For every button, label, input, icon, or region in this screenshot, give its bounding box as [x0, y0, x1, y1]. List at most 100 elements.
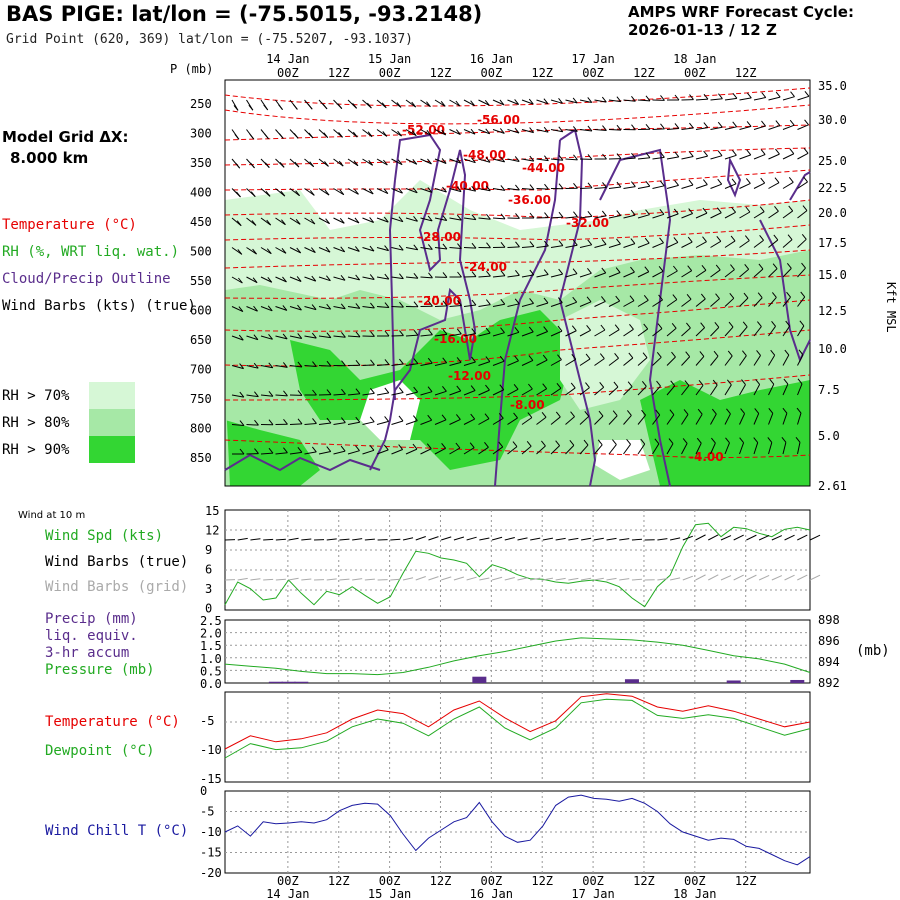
wind-barb [478, 446, 489, 455]
wind-barb-feather [572, 239, 578, 246]
precip-panel: 2.52.01.51.00.50.0 898 896 894 892 [200, 613, 840, 691]
wind-barb-feather [600, 296, 606, 302]
wind-barb [492, 217, 506, 220]
wind-barb-feather [741, 379, 746, 385]
wind-barb-grid [797, 574, 808, 581]
wind-barb [797, 442, 801, 455]
wind-barb-feather [456, 214, 462, 221]
wind-barb [695, 269, 707, 278]
temp-label-48: -48.00 [463, 148, 506, 162]
wind-barb-true [441, 536, 452, 541]
wind-barb-feather [703, 122, 709, 128]
wind-barb-feather [309, 190, 315, 196]
wind-barb [637, 214, 650, 219]
wind-barb [275, 247, 287, 254]
wind-barb [579, 187, 593, 189]
wind-barb [594, 186, 607, 189]
wind-barb-feather [397, 130, 402, 137]
wind-barb-feather [543, 326, 549, 332]
wind-barb-feather [251, 220, 257, 226]
wind-barb-feather [626, 410, 632, 416]
wind-barb [507, 246, 520, 248]
wind-barb-feather [668, 438, 674, 444]
wind-barb [275, 306, 288, 311]
top-hour-label: 12Z [430, 66, 452, 80]
wind-barb [797, 181, 808, 189]
wind-barb-feather [746, 149, 752, 156]
wind-barb-feather [500, 298, 506, 305]
wind-barb [681, 127, 694, 130]
wind-barb [304, 217, 316, 225]
wind-barb-feather [411, 130, 417, 136]
wind-barb-true [352, 538, 363, 541]
wind-barb-true [670, 537, 681, 541]
top-hour-label: 00Z [277, 66, 299, 80]
wind-barb [710, 212, 722, 219]
wind-barb-feather [471, 214, 477, 220]
wind-barb [304, 365, 317, 368]
wind-barb [362, 276, 375, 280]
wind-barb-feather [484, 441, 489, 448]
wind-barb-feather [732, 149, 737, 156]
wind-barb-feather [684, 380, 690, 386]
wind-barb-feather [268, 390, 274, 397]
wind-barb [797, 296, 806, 307]
wind-barb [623, 443, 631, 455]
wind-barb [637, 185, 650, 189]
wind-barb-feather [570, 411, 575, 417]
wind-barb [579, 301, 592, 307]
wind-barb [289, 217, 301, 225]
wind-barb [275, 394, 288, 397]
wind-barb [347, 306, 360, 309]
height-tick: 17.5 [818, 236, 847, 250]
wind-barb-feather [611, 439, 617, 445]
wind-barb-feather [726, 408, 731, 415]
wind-barb [565, 273, 578, 278]
wind-barb [739, 182, 751, 189]
wind-barb [507, 129, 520, 134]
wind-barb-feather [732, 121, 738, 128]
wind-barb [246, 276, 258, 284]
wind-barb [695, 413, 703, 425]
wind-barb [333, 306, 346, 310]
wind-barb-feather [782, 407, 788, 414]
wind-barb [391, 158, 403, 166]
wind-barb-feather [716, 207, 722, 214]
wind-barb [652, 356, 662, 366]
wind-barb-feather [398, 415, 404, 422]
wind-barb-feather [741, 350, 747, 356]
wind-ytick: 3 [205, 582, 212, 596]
pressure-tick-labels: 250 300 350 400 450 500 550 600 650 700 750 800 850 [190, 97, 212, 465]
wind-barb-feather [514, 355, 519, 362]
wind-barb-feather [297, 447, 303, 453]
wind-barb-feather [399, 330, 404, 336]
wind-ytick: 12 [205, 524, 219, 538]
wind-barb [318, 276, 331, 282]
wind-barb-feather [514, 298, 520, 305]
wind-barb [739, 442, 745, 455]
wind-barb-feather [279, 162, 285, 168]
wind-barb-feather [615, 267, 621, 273]
wind-barb-feather [456, 357, 462, 363]
temp-label-36: -36.00 [508, 193, 551, 207]
wind-barb-feather [686, 293, 692, 300]
wind-barb-feather [659, 208, 665, 215]
bottom-hour-label: 12Z [531, 874, 553, 888]
wind-barb-feather [398, 444, 404, 450]
wind-barb [550, 273, 563, 278]
wind-barb-feather [427, 244, 433, 250]
wind-barb [434, 419, 447, 425]
wind-barb-feather [295, 190, 300, 197]
wind-barb-feather [442, 329, 448, 335]
wind-barb-grid [402, 577, 414, 581]
wind-barb-feather [250, 162, 255, 169]
wind-barb [768, 239, 779, 248]
wind-barb [434, 390, 447, 396]
wind-barb [782, 96, 795, 101]
wind-barb-feather [599, 381, 605, 388]
wind-barb [681, 156, 694, 160]
precip-label-1: Precip (mm) [45, 611, 138, 627]
wind-barb-feather [572, 97, 578, 104]
wind-barb-feather [598, 410, 604, 417]
wind-barb [231, 424, 244, 427]
